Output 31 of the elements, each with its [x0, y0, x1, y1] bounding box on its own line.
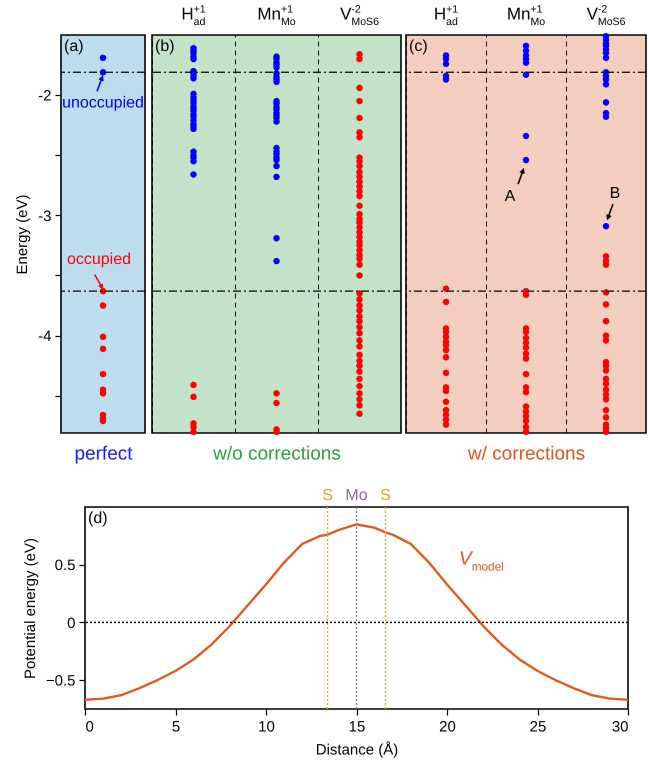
series-label: V$_{model}$ [459, 548, 504, 574]
x-tick-label: 5 [172, 718, 180, 736]
y-tick-label: -2 [38, 88, 52, 105]
y-tick-label: −0.5 [46, 672, 76, 690]
annotation: B [610, 185, 620, 202]
annotation: A [504, 188, 516, 206]
x-tick-label: 20 [439, 718, 456, 736]
y-axis-title: Energy (eV) [14, 194, 32, 275]
x-tick-label: 10 [258, 718, 275, 736]
annotation: unoccupied [62, 94, 144, 112]
y-axis-title: Potential energy (eV) [22, 538, 39, 679]
annotation: (d) [88, 510, 108, 527]
x-axis-title: w/o corrections [212, 444, 341, 464]
ref-line-label: S [380, 487, 391, 504]
x-axis-title: perfect [74, 444, 134, 464]
x-tick-label: 0 [86, 718, 94, 736]
x-tick-label: 15 [348, 718, 366, 736]
annotation: (a) [64, 38, 84, 55]
y-tick-label: 0 [67, 614, 76, 632]
y-tick-label: 0.5 [54, 557, 76, 574]
y-tick-label: -3 [38, 208, 52, 225]
y-tick-label: -4 [38, 328, 52, 346]
annotation: (b) [155, 38, 175, 55]
x-axis-title: w/ corrections [466, 444, 586, 464]
x-tick-label: 30 [612, 718, 628, 736]
x-tick-label: 25 [530, 718, 546, 736]
annotation: occupied [66, 251, 132, 268]
ref-line-label: S [322, 487, 333, 504]
ref-line-label: Mo [345, 487, 368, 504]
annotation: (c) [409, 38, 428, 55]
x-axis-title: Distance (Å) [316, 740, 398, 758]
